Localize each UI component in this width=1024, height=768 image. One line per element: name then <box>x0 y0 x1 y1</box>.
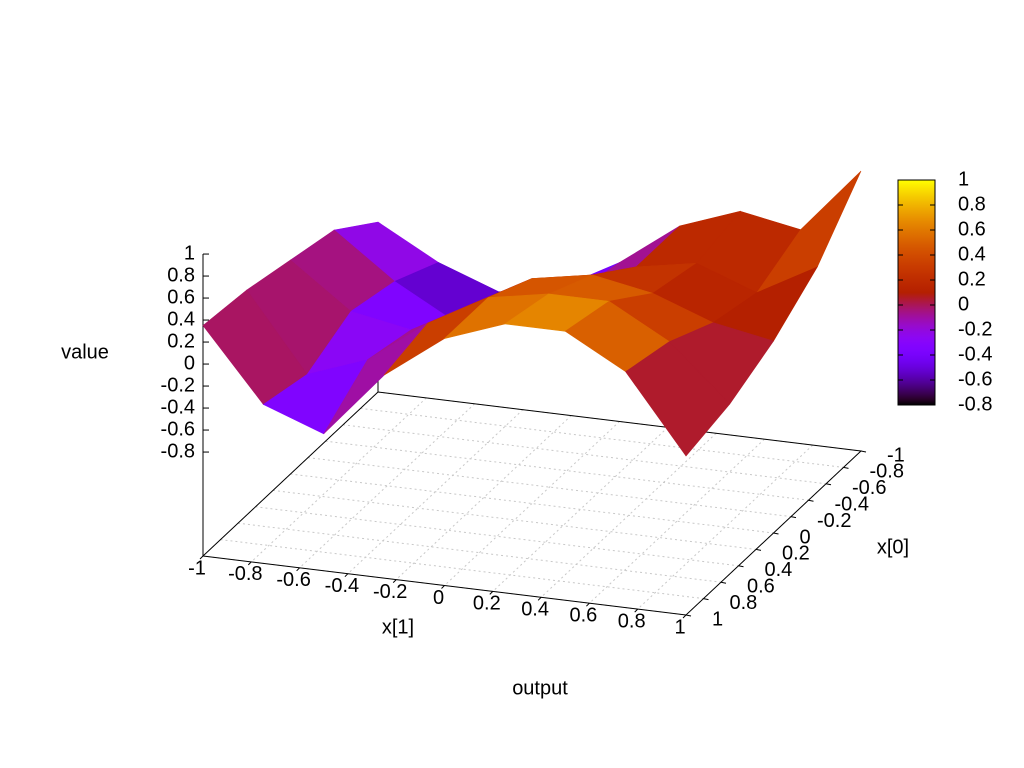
y-tick-label: -0.4 <box>835 493 869 515</box>
z-tick-label: -0.4 <box>161 396 195 418</box>
colorbar-tick-label: -0.8 <box>958 393 992 415</box>
z-tick-label: 1 <box>184 242 195 264</box>
x-tick-label: 0.2 <box>473 593 501 615</box>
grid-line <box>307 457 792 518</box>
z-tick-label: 0.4 <box>167 308 195 330</box>
y-tick <box>738 565 744 568</box>
z-axis-label: value <box>61 341 109 363</box>
y-tick-label: 0.8 <box>730 592 758 614</box>
x-tick-label: -0.2 <box>373 581 407 603</box>
colorbar-tick-label: -0.6 <box>958 368 992 390</box>
colorbar-tick-label: 0.4 <box>958 243 986 265</box>
y-tick-label: -0.8 <box>870 461 904 483</box>
y-tick-label: 0 <box>800 526 811 548</box>
y-tick-label: 0.4 <box>765 559 793 581</box>
x-tick-label: 0 <box>433 587 444 609</box>
z-tick-label: 0.2 <box>167 330 195 352</box>
y-axis-label: x[0] <box>877 536 909 558</box>
x-tick-label: 0.6 <box>569 604 597 626</box>
colorbar-tick-label: 0.2 <box>958 268 986 290</box>
x-tick-label: -0.4 <box>325 575 359 597</box>
colorbar-tick-label: 0.8 <box>958 193 986 215</box>
grid-line <box>360 407 844 468</box>
x-tick-label: 0.4 <box>521 599 549 621</box>
z-tick-label: 0.8 <box>167 264 195 286</box>
x-tick <box>634 608 639 613</box>
y-tick <box>790 516 797 519</box>
x-axis-label: x[1] <box>382 616 414 638</box>
y-tick <box>825 483 832 486</box>
grid-line <box>342 424 827 485</box>
y-tick <box>755 548 762 551</box>
x-tick <box>586 602 590 607</box>
x-tick <box>199 555 204 560</box>
grid-line <box>272 489 757 550</box>
x-tick <box>441 585 445 589</box>
chart-title: output <box>512 677 568 699</box>
x-tick <box>489 591 494 595</box>
grid-line <box>220 539 704 600</box>
colorbar-tick-label: 0 <box>958 293 969 315</box>
z-tick-label: -0.6 <box>161 418 195 440</box>
z-tick-label: -0.8 <box>161 440 195 462</box>
colorbar-tick-label: 0.6 <box>958 218 986 240</box>
y-tick-label: -0.2 <box>817 510 851 532</box>
z-tick-label: -0.2 <box>161 374 195 396</box>
grid-line <box>255 506 739 567</box>
y-tick <box>808 499 814 502</box>
x-tick-label: 0.8 <box>618 610 646 632</box>
x-tick-label: -0.6 <box>276 569 310 591</box>
x-tick <box>344 573 349 578</box>
z-tick-label: 0.6 <box>167 286 195 308</box>
grid-line <box>237 522 722 583</box>
colorbar <box>897 179 936 406</box>
grid-line <box>290 473 774 534</box>
x-tick <box>537 596 542 601</box>
y-tick <box>860 450 867 453</box>
x-tick-label: 1 <box>674 616 685 638</box>
y-tick <box>720 581 727 584</box>
grid-line <box>325 440 809 501</box>
y-tick <box>773 532 779 535</box>
y-tick-label: -1 <box>887 444 905 466</box>
y-tick <box>843 466 849 469</box>
x-tick-label: -0.8 <box>228 563 262 585</box>
y-tick <box>703 598 709 601</box>
z-tick-label: 0 <box>184 352 195 374</box>
surface-cell <box>625 341 731 457</box>
x-tick-label: -1 <box>188 557 206 579</box>
colorbar-tick-label: -0.2 <box>958 318 992 340</box>
x-tick <box>296 567 300 572</box>
colorbar-tick-label: 1 <box>958 168 969 190</box>
y-tick <box>685 614 692 617</box>
y-tick-label: 0.2 <box>782 543 810 565</box>
x-tick <box>247 561 252 566</box>
colorbar-tick-label: -0.4 <box>958 343 992 365</box>
y-tick-label: -0.6 <box>852 477 886 499</box>
y-tick-label: 0.6 <box>747 575 775 597</box>
y-tick-label: 1 <box>712 608 723 630</box>
x-tick <box>682 614 687 619</box>
x-tick <box>392 579 397 583</box>
